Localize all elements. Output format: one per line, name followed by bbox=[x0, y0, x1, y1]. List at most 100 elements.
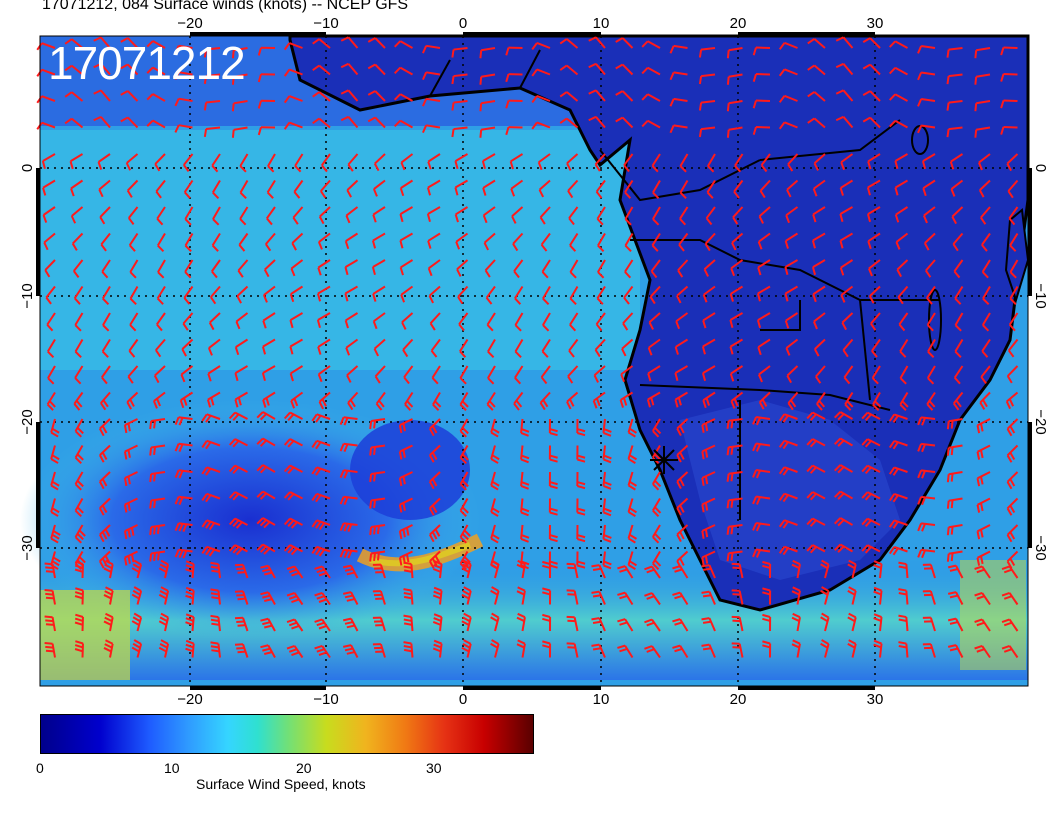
wind-barb bbox=[862, 116, 881, 129]
southwest-high-wind bbox=[40, 590, 130, 680]
colorbar-tick: 0 bbox=[36, 760, 44, 776]
wind-barb bbox=[234, 338, 249, 356]
wind-barb bbox=[834, 517, 853, 527]
wind-barb bbox=[41, 153, 56, 169]
wind-barb bbox=[947, 644, 964, 658]
wind-barb bbox=[917, 98, 936, 107]
wind-barb bbox=[146, 93, 166, 102]
wind-barb bbox=[922, 643, 936, 658]
wind-barb bbox=[726, 418, 743, 429]
wind-barb bbox=[179, 391, 194, 409]
wind-barb bbox=[459, 365, 469, 385]
wind-barb bbox=[542, 312, 551, 332]
wind-barb bbox=[320, 179, 331, 199]
wind-barb bbox=[211, 179, 221, 199]
wind-barb bbox=[158, 586, 170, 605]
wind-barb bbox=[511, 206, 524, 224]
wind-barb bbox=[791, 559, 801, 579]
wind-barb bbox=[183, 153, 194, 172]
wind-barb bbox=[50, 498, 60, 517]
wind-barb bbox=[283, 438, 303, 448]
wind-barb bbox=[729, 338, 744, 355]
wind-barb bbox=[617, 565, 634, 579]
wind-barb bbox=[1000, 72, 1018, 82]
wind-barb bbox=[954, 338, 964, 358]
wind-barb bbox=[917, 469, 936, 479]
wind-barb bbox=[432, 391, 442, 411]
wind-barb bbox=[980, 365, 991, 384]
wind-barb bbox=[898, 614, 909, 632]
wind-barb bbox=[372, 206, 386, 223]
wind-barb bbox=[257, 99, 276, 109]
wind-barb bbox=[559, 91, 579, 102]
wind-barb bbox=[888, 413, 908, 423]
wind-barb bbox=[862, 63, 881, 76]
wind-barb bbox=[566, 391, 579, 410]
wind-barb bbox=[835, 62, 854, 76]
wind-barb bbox=[314, 565, 331, 579]
wind-barb bbox=[861, 491, 881, 501]
wind-barb bbox=[262, 312, 276, 329]
wind-barb bbox=[402, 338, 414, 358]
wind-barb bbox=[451, 73, 468, 85]
wind-barb bbox=[74, 471, 84, 491]
wind-barb bbox=[548, 418, 558, 437]
wind-barb bbox=[372, 563, 386, 579]
wind-barb bbox=[952, 232, 964, 252]
wind-barb bbox=[981, 312, 991, 332]
wind-barb bbox=[128, 206, 139, 225]
wind-barb bbox=[256, 411, 276, 421]
wind-barb bbox=[641, 93, 661, 102]
wind-barb bbox=[346, 179, 359, 198]
wind-barb bbox=[946, 444, 963, 456]
wind-barb bbox=[461, 559, 472, 579]
wind-barb bbox=[120, 37, 139, 49]
wind-barb bbox=[346, 365, 359, 383]
wind-barb bbox=[404, 391, 414, 411]
wind-barb bbox=[541, 338, 551, 358]
wind-barb bbox=[698, 100, 716, 111]
wind-barb bbox=[513, 391, 524, 411]
wind-barb bbox=[345, 338, 359, 356]
wind-barb bbox=[976, 418, 991, 434]
wind-barb bbox=[93, 62, 111, 76]
wind-barb bbox=[729, 312, 744, 329]
wind-barb bbox=[669, 71, 688, 81]
wind-barb bbox=[974, 618, 991, 632]
wind-barb bbox=[228, 517, 248, 529]
wind-barb bbox=[784, 285, 799, 302]
wind-barb bbox=[679, 179, 689, 199]
wind-barb bbox=[289, 365, 304, 382]
wind-barb bbox=[505, 126, 523, 136]
wind-barb bbox=[615, 90, 634, 102]
wind-barb bbox=[954, 312, 964, 332]
wind-barb bbox=[1006, 471, 1019, 490]
wind-barb bbox=[873, 613, 883, 632]
wind-barb bbox=[676, 418, 689, 437]
wind-barb bbox=[256, 437, 276, 447]
wind-barb bbox=[840, 153, 854, 171]
wind-barb bbox=[50, 471, 60, 491]
wind-barb bbox=[371, 232, 386, 249]
wind-barb bbox=[752, 548, 771, 558]
wind-barb bbox=[569, 285, 579, 305]
wind-barb bbox=[428, 418, 441, 437]
wind-barb bbox=[210, 588, 221, 605]
wind-barb bbox=[339, 416, 358, 426]
wind-barb bbox=[567, 365, 579, 384]
wind-barb bbox=[872, 391, 882, 411]
wind-barb bbox=[283, 121, 303, 130]
wind-barb bbox=[403, 641, 414, 658]
wind-barb bbox=[156, 232, 166, 252]
wind-barb bbox=[74, 418, 84, 438]
wind-barb bbox=[839, 179, 854, 196]
wind-barb bbox=[283, 517, 303, 529]
wind-barb bbox=[894, 179, 909, 196]
wind-barb bbox=[672, 618, 689, 632]
wind-barb bbox=[758, 391, 771, 410]
wind-barb bbox=[925, 259, 936, 278]
wind-barb bbox=[591, 617, 606, 632]
wind-barb bbox=[888, 119, 908, 129]
wind-barb bbox=[203, 100, 221, 111]
wind-barb bbox=[917, 71, 936, 81]
